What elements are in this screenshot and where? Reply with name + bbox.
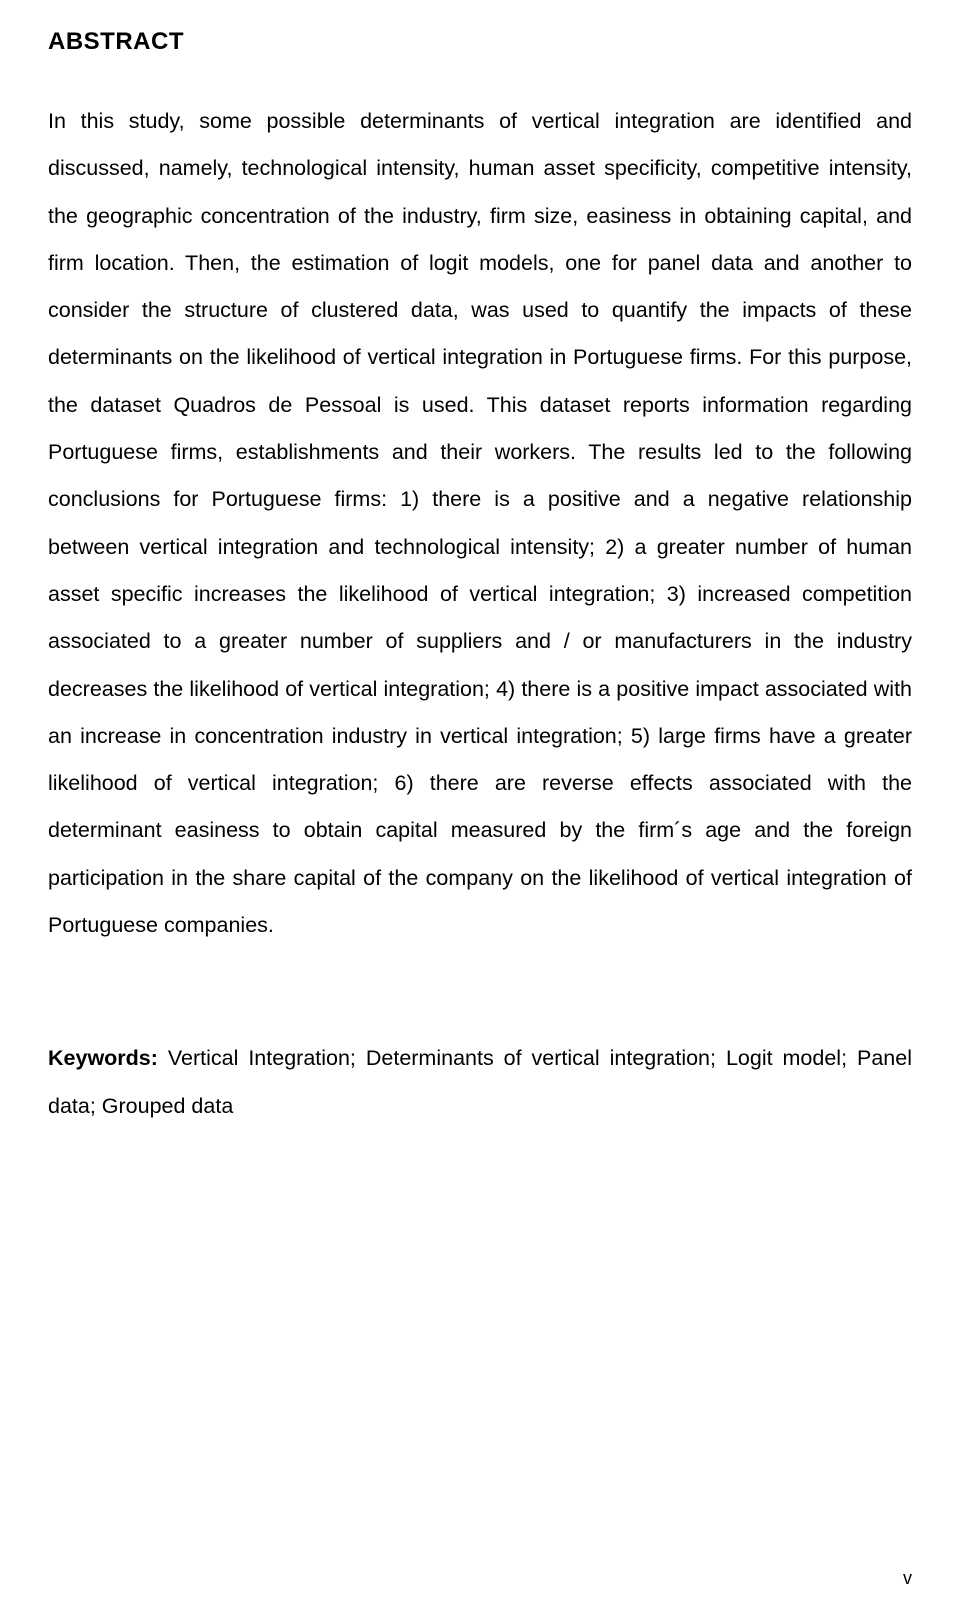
page-number: v <box>903 1568 912 1589</box>
abstract-body: In this study, some possible determinant… <box>48 98 912 949</box>
keywords-section: Keywords: Vertical Integration; Determin… <box>48 1035 912 1130</box>
keywords-text: Vertical Integration; Determinants of ve… <box>48 1046 912 1117</box>
abstract-heading: ABSTRACT <box>48 28 912 56</box>
keywords-label: Keywords: <box>48 1046 158 1070</box>
